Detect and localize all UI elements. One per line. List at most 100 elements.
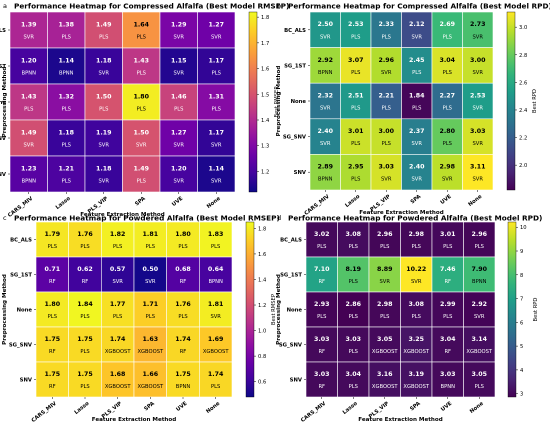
heatmap-cell xyxy=(199,291,233,328)
heatmap-cell xyxy=(197,11,236,49)
cell-model-label: RF xyxy=(49,279,56,285)
cell-value-label: 0.64 xyxy=(208,266,224,273)
x-tick-label: CARS_MIV xyxy=(31,400,59,424)
cell-value-label: 1.80 xyxy=(175,231,191,238)
x-tick-label: UVE xyxy=(440,194,453,206)
colorbar-tick-label: 1.0 xyxy=(258,329,266,335)
cell-value-label: 1.84 xyxy=(77,301,93,308)
cell-value-label: 3.01 xyxy=(440,231,456,238)
y-tick-label: SG_1ST xyxy=(280,273,302,279)
cell-value-label: 2.27 xyxy=(439,92,455,99)
colorbar-tick-label: 7 xyxy=(520,297,523,303)
cell-model-label: PLS xyxy=(137,179,146,185)
heatmap-cell xyxy=(166,291,200,328)
cell-value-label: 2.99 xyxy=(440,301,456,308)
heatmap-cell xyxy=(337,256,370,293)
heatmap-cell xyxy=(431,291,464,328)
cell-value-label: 0.71 xyxy=(45,266,61,273)
heatmap-cell xyxy=(462,118,494,155)
heatmap-cell xyxy=(68,291,102,328)
cell-value-label: 2.40 xyxy=(317,128,333,135)
cell-value-label: 1.31 xyxy=(208,93,224,100)
cell-value-label: 3.03 xyxy=(440,371,456,378)
cell-value-label: 1.18 xyxy=(58,129,74,136)
cell-value-label: 1.19 xyxy=(96,129,112,136)
cell-value-label: 3.07 xyxy=(348,57,364,64)
colorbar-tick-label: 1.2 xyxy=(261,169,269,175)
cell-value-label: 0.62 xyxy=(77,266,93,273)
cell-value-label: 1.50 xyxy=(133,129,149,136)
x-tick-label: None xyxy=(206,196,222,210)
y-tick-label: SG_1ST xyxy=(10,273,32,279)
cell-model-label: PLS xyxy=(146,244,155,250)
cell-value-label: 3.03 xyxy=(470,128,486,135)
cell-model-label: SVR xyxy=(136,143,147,149)
colorbar-tick-label: 6 xyxy=(520,320,523,326)
cell-model-label: SVR xyxy=(210,314,221,320)
heatmap-cell xyxy=(401,47,433,84)
cell-model-label: SVR xyxy=(473,106,484,112)
cell-value-label: 1.49 xyxy=(133,165,149,172)
colorbar-tick-label: 10 xyxy=(520,225,527,231)
cell-model-label: PLS xyxy=(351,70,360,76)
cell-model-label: PLS xyxy=(211,244,220,250)
heatmap-cell xyxy=(101,326,135,363)
cell-model-label: PLS xyxy=(349,314,358,320)
cell-model-label: PLS xyxy=(62,179,71,185)
cell-model-label: PLS xyxy=(351,141,360,147)
cell-model-label: PLS xyxy=(475,384,484,390)
heatmap-cell xyxy=(122,83,161,121)
cell-value-label: 1.84 xyxy=(409,92,425,99)
cell-model-label: PLS xyxy=(382,106,391,112)
heatmap-cell xyxy=(400,361,433,398)
cell-model-label: PLS xyxy=(174,107,183,113)
x-tick-label: SPA xyxy=(143,400,156,412)
cell-value-label: 3.14 xyxy=(471,336,487,343)
cell-value-label: 1.23 xyxy=(21,165,37,172)
cell-value-label: 1.71 xyxy=(143,301,159,308)
cell-model-label: SVR xyxy=(99,71,110,77)
y-tick-label: None xyxy=(291,99,307,105)
cell-model-label: SVR xyxy=(473,177,484,183)
heatmap-cell xyxy=(463,326,496,363)
cell-value-label: 2.53 xyxy=(348,21,364,28)
cell-model-label: PLS xyxy=(113,314,122,320)
heatmap-cell xyxy=(133,221,167,258)
heatmap-cell xyxy=(166,221,200,258)
chart-title: Performance Heatmap for Compressed Alfal… xyxy=(288,2,550,11)
cell-model-label: PLS xyxy=(412,314,421,320)
heatmap-cell xyxy=(199,221,233,258)
cell-value-label: 1.15 xyxy=(171,57,187,64)
colorbar-tick-label: 1.3 xyxy=(261,144,269,150)
heatmap-cell xyxy=(122,11,161,49)
heatmap-cell xyxy=(340,154,372,191)
cell-value-label: 2.96 xyxy=(378,57,394,64)
cell-model-label: XGBOOST xyxy=(403,384,430,390)
cell-value-label: 1.75 xyxy=(175,371,191,378)
cell-value-label: 3.03 xyxy=(314,371,330,378)
cell-model-label: BPNN xyxy=(318,70,333,76)
cell-model-label: PLS xyxy=(212,71,221,77)
cell-model-label: PLS xyxy=(443,141,452,147)
heatmap-cell xyxy=(47,119,86,157)
heatmap-cell xyxy=(431,47,463,84)
heatmap-cell xyxy=(35,256,69,293)
heatmap-cell xyxy=(401,118,433,155)
cell-value-label: 2.98 xyxy=(408,231,424,238)
cell-model-label: PLS xyxy=(349,244,358,250)
heatmap-cell xyxy=(68,221,102,258)
heatmap-cell xyxy=(199,256,233,293)
cell-model-label: SVR xyxy=(381,177,392,183)
cell-value-label: 1.20 xyxy=(171,165,187,172)
heatmap-cell xyxy=(463,361,496,398)
panel-label: b xyxy=(277,2,281,10)
heatmap-cell xyxy=(401,154,433,191)
heatmap-cell xyxy=(199,326,233,363)
cell-model-label: SVR xyxy=(211,179,222,185)
colorbar-tick-label: 2.6 xyxy=(519,80,527,86)
colorbar-tick-label: 1.8 xyxy=(261,15,269,21)
heatmap-cell xyxy=(431,118,463,155)
heatmap-cell xyxy=(340,82,372,120)
x-tick-label: SPA xyxy=(409,400,422,412)
y-tick-label: None xyxy=(287,308,303,314)
